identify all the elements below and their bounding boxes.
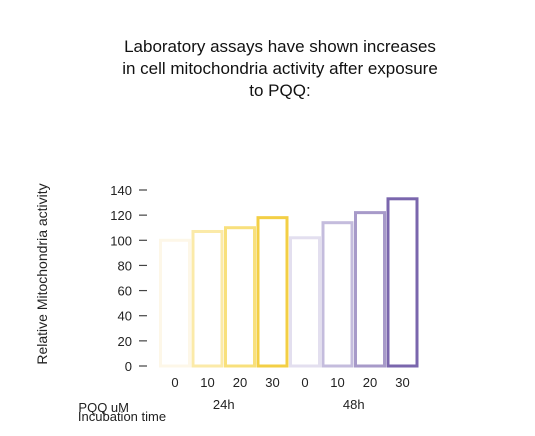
x-axis: 0 10 20 30 0 10 20 30 24h 48h [171, 375, 409, 412]
y-tick-label: 0 [125, 359, 132, 374]
y-tick-label: 80 [118, 258, 132, 273]
y-axis-label: Relative Mitochondria activity [34, 183, 50, 364]
bar [386, 197, 419, 368]
x-tick-label: 0 [301, 375, 308, 390]
bar [191, 229, 224, 368]
y-tick-label: 140 [110, 183, 132, 198]
x-axis-label-2: Incubation time [78, 409, 166, 424]
caption-line-3: to PQQ: [249, 81, 311, 100]
chart-caption: Laboratory assays have shown increases i… [80, 36, 480, 102]
y-tick-label: 120 [110, 208, 132, 223]
bar [321, 221, 354, 368]
x-tick-label: 0 [171, 375, 178, 390]
group-label: 24h [213, 397, 235, 412]
x-tick-label: 30 [395, 375, 409, 390]
caption-line-1: Laboratory assays have shown increases [124, 37, 436, 56]
x-tick-label: 30 [265, 375, 279, 390]
bar [159, 238, 191, 368]
group-label: 48h [343, 397, 365, 412]
bar [354, 211, 386, 368]
y-axis: 0 20 40 60 80 100 120 140 [110, 183, 147, 374]
bar [289, 236, 321, 368]
bar [224, 226, 256, 368]
x-tick-label: 20 [363, 375, 377, 390]
y-tick-label: 100 [110, 233, 132, 248]
x-tick-label: 10 [200, 375, 214, 390]
y-tick-label: 40 [118, 309, 132, 324]
y-tick-label: 60 [118, 284, 132, 299]
caption-line-2: in cell mitochondria activity after expo… [122, 59, 438, 78]
x-axis-label: PQQ uM [78, 400, 129, 415]
x-tick-label: 10 [330, 375, 344, 390]
y-tick-label: 20 [118, 334, 132, 349]
bar [256, 216, 289, 368]
x-tick-label: 20 [233, 375, 247, 390]
bars-group [159, 197, 419, 368]
